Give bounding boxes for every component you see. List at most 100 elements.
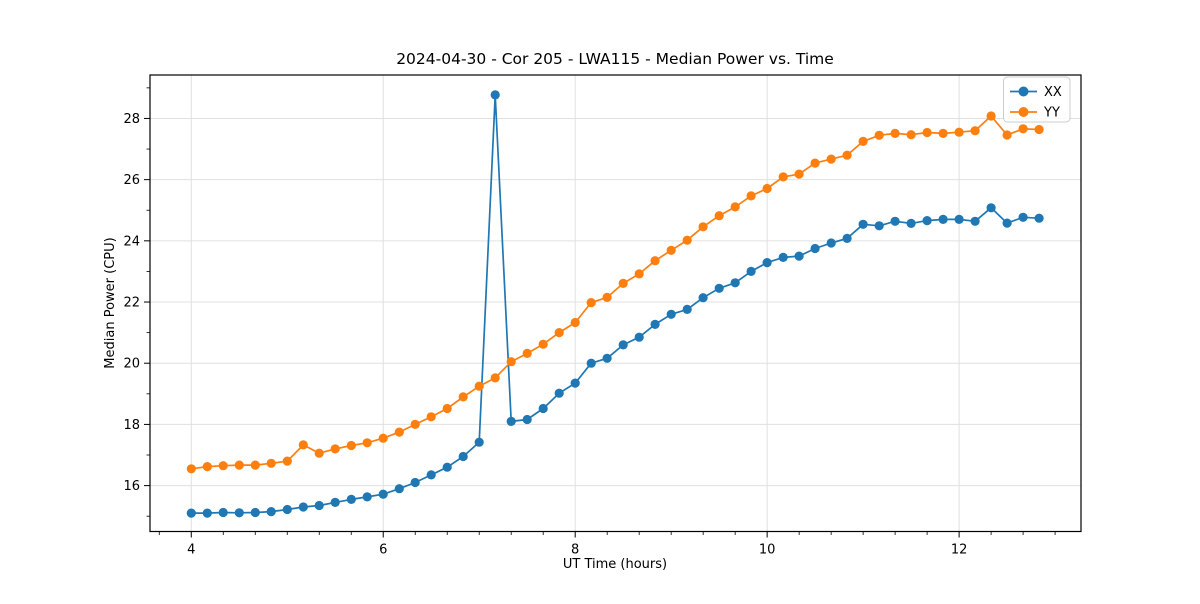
data-point [778,252,788,262]
data-point [778,172,788,182]
data-point [394,484,404,494]
data-point [1018,124,1028,134]
data-point [554,388,564,398]
svg-text:16: 16 [123,479,140,494]
data-point [954,127,964,137]
data-point [586,298,596,308]
data-point [698,293,708,303]
data-point [842,150,852,160]
data-point [330,444,340,454]
data-point [826,238,836,248]
data-point [874,221,884,231]
data-point [650,256,660,266]
data-point [650,319,660,329]
data-point [874,130,884,140]
legend-item-yy: YY [1010,106,1060,121]
legend-marker-xx [1018,86,1029,97]
data-point [282,456,292,466]
data-point [522,414,532,425]
data-point [906,130,916,140]
data-point [282,504,292,515]
data-point [634,332,644,342]
data-point [826,154,836,164]
data-point [314,500,324,511]
legend-marker-yy [1018,107,1029,117]
data-point [506,416,516,426]
data-point [730,278,740,288]
data-point [266,458,276,468]
data-point [730,202,740,212]
data-point [1034,213,1044,223]
data-point [474,381,484,391]
y-axis-label: Median Power (CPU) [103,237,118,368]
data-point [602,353,612,363]
data-point [202,508,212,518]
gridlines [150,75,1081,532]
x-axis-label: UT Time (hours) [563,557,667,572]
data-point [506,357,516,367]
data-series [186,90,1044,518]
data-point [538,339,548,349]
data-point [570,317,580,328]
series-xx [186,90,1044,518]
data-point [346,494,356,504]
data-point [298,502,308,512]
data-point [490,90,500,100]
axis-ticks [144,87,1056,538]
data-point [586,358,596,368]
data-point [378,433,388,443]
data-point [922,127,932,138]
data-point [618,278,628,288]
data-point [970,126,980,136]
data-point [922,216,932,226]
data-point [522,348,532,358]
data-point [938,214,948,224]
data-point [442,462,452,472]
data-point [698,222,708,232]
data-point [714,283,724,293]
data-point [218,507,228,518]
data-point [858,136,868,146]
data-point [234,460,244,470]
data-point [426,412,436,422]
data-point [378,489,388,499]
data-point [490,373,500,383]
data-point [362,492,372,502]
data-point [714,211,724,221]
legend: XX YY [1003,76,1071,123]
data-point [986,111,996,121]
data-point [970,216,980,226]
data-point [666,245,676,255]
data-point [186,464,196,474]
data-point [474,437,484,447]
data-point [362,438,372,448]
svg-text:28: 28 [123,112,140,127]
svg-text:18: 18 [123,418,140,433]
data-point [410,419,420,429]
data-point [298,440,308,450]
data-point [570,378,580,388]
svg-text:10: 10 [759,543,776,558]
data-point [890,128,900,138]
svg-text:22: 22 [123,296,140,311]
data-point [346,440,356,451]
chart-title: 2024-04-30 - Cor 205 - LWA115 - Median P… [396,50,834,68]
data-point [186,508,196,518]
svg-text:6: 6 [379,543,387,558]
data-point [986,203,996,213]
data-point [842,233,852,243]
data-point [458,451,468,462]
data-point [746,191,756,201]
data-point [426,470,436,480]
plot-border [149,74,1082,533]
svg-text:24: 24 [123,234,140,249]
data-point [634,269,644,279]
data-point [394,427,404,437]
data-point [794,169,804,179]
data-point [810,158,820,168]
data-point [458,392,468,402]
data-point [330,497,340,507]
data-point [602,292,612,302]
